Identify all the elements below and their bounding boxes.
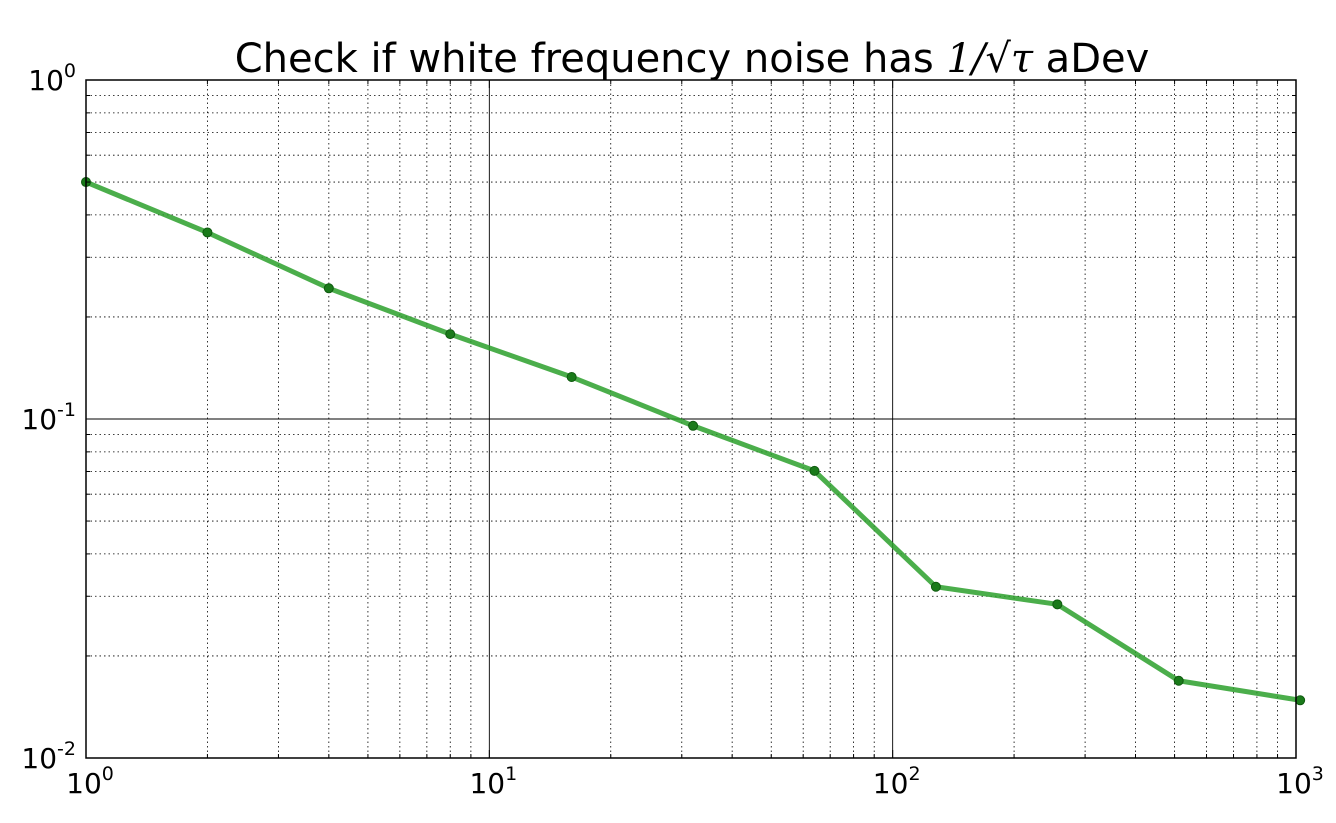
x-tick-label: 103 bbox=[1276, 763, 1324, 800]
y-tick-label: 10-2 bbox=[21, 738, 76, 775]
chart-title-math: 1/√τ bbox=[946, 36, 1033, 82]
x-tick-label: 101 bbox=[469, 763, 517, 800]
series-layer bbox=[81, 177, 1306, 706]
data-point bbox=[566, 372, 577, 383]
data-point bbox=[1173, 675, 1184, 686]
chart-title-suffix: aDev bbox=[1033, 36, 1149, 82]
chart-title: Check if white frequency noise has 1/√τ … bbox=[235, 36, 1150, 82]
data-point bbox=[688, 420, 699, 431]
data-point bbox=[809, 465, 820, 476]
x-tick-label: 100 bbox=[66, 763, 114, 800]
x-tick-label: 102 bbox=[873, 763, 921, 800]
data-point bbox=[445, 329, 456, 340]
y-tick-label: 10-1 bbox=[21, 399, 76, 436]
data-point bbox=[1295, 695, 1306, 706]
data-point bbox=[930, 581, 941, 592]
data-point bbox=[1052, 599, 1063, 610]
y-tick-label: 100 bbox=[28, 60, 76, 97]
tick-labels: 100 101 102 103 10-2 10-1 100 bbox=[21, 60, 1323, 800]
ticks-layer bbox=[85, 79, 1297, 759]
data-point bbox=[202, 227, 213, 238]
chart-title-prefix: Check if white frequency noise has bbox=[235, 36, 947, 82]
major-grid bbox=[86, 80, 1296, 758]
data-point bbox=[323, 283, 334, 294]
